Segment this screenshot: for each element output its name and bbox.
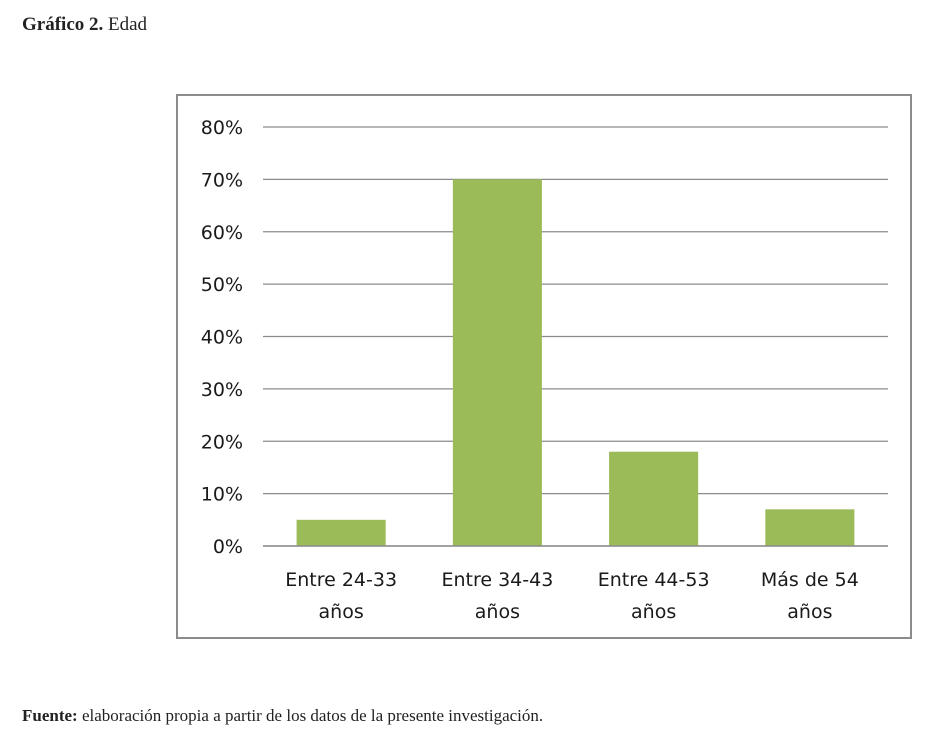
x-category-label-3-line-1: Entre 44-53 (598, 569, 710, 591)
bar-2 (452, 179, 542, 546)
y-tick-label-50: 50% (201, 274, 243, 296)
y-tick-label-40: 40% (201, 327, 243, 349)
x-category-label-3-line-2: años (631, 601, 676, 623)
bar-4 (765, 509, 855, 546)
x-category-label-4-line-1: Más de 54 (761, 569, 859, 591)
figure-caption-label: Gráfico 2. (22, 14, 104, 35)
y-tick-label-70: 70% (201, 169, 243, 191)
bar-3 (609, 451, 699, 546)
figure-caption: Gráfico 2. Edad (22, 14, 147, 36)
y-tick-label-10: 10% (201, 484, 243, 506)
source-label: Fuente: (22, 706, 78, 725)
bar-1 (296, 519, 386, 546)
chart-frame: 0% 10% 20% 30% 40% 50% 60% 70% 80% Entre 24-33 año… (176, 94, 912, 639)
x-category-label-2-line-1: Entre 34-43 (441, 569, 553, 591)
figure-caption-text: Edad (108, 14, 148, 35)
y-tick-label-60: 60% (201, 222, 243, 244)
x-category-label-1-line-1: Entre 24-33 (285, 569, 397, 591)
y-tick-label-20: 20% (201, 431, 243, 453)
y-tick-label-80: 80% (201, 117, 243, 139)
x-category-label-2-line-2: años (475, 601, 520, 623)
y-tick-label-30: 30% (201, 379, 243, 401)
bar-chart: 0% 10% 20% 30% 40% 50% 60% 70% 80% Entre 24-33 año… (201, 117, 888, 623)
source-note: Fuente: elaboración propia a partir de l… (22, 706, 543, 726)
y-tick-label-0: 0% (213, 536, 243, 558)
source-text: elaboración propia a partir de los datos… (81, 706, 544, 725)
x-category-label-1-line-2: años (319, 601, 364, 623)
x-category-label-4-line-2: años (787, 601, 832, 623)
